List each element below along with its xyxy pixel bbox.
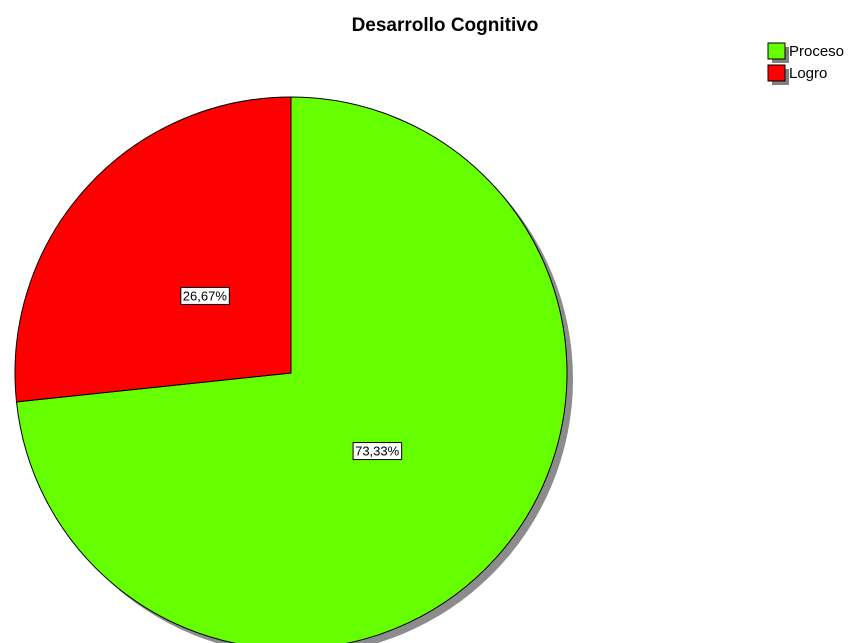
slice-label-proceso: 73,33% — [352, 442, 403, 461]
legend-item-proceso: Proceso — [767, 42, 844, 63]
pie-slices — [14, 96, 568, 643]
svg-text:26,67%: 26,67% — [183, 288, 228, 303]
chart-title: Desarrollo Cognitivo — [352, 15, 539, 36]
slice-labels: 73,33% 26,67% — [180, 286, 403, 461]
svg-text:73,33%: 73,33% — [355, 444, 400, 459]
legend-swatch — [767, 64, 786, 82]
pie-slice-logro — [14, 96, 292, 403]
legend-label: Logro — [789, 65, 827, 82]
slice-label-logro: 26,67% — [180, 286, 230, 305]
legend-item-logro: Logro — [767, 64, 827, 85]
legend: Proceso Logro — [767, 42, 844, 85]
legend-swatch — [767, 42, 786, 60]
pie-slice-proceso — [15, 96, 568, 643]
legend-label: Proceso — [789, 43, 844, 60]
